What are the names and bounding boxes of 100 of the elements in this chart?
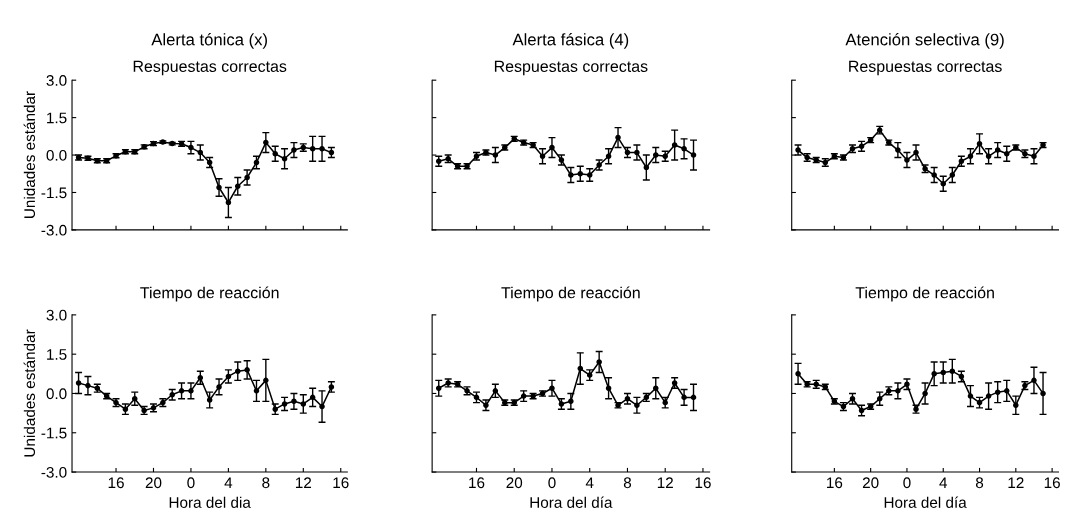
x-axis-title: Hora del día	[884, 496, 967, 508]
point	[263, 139, 269, 146]
y-axis-title: Unidades estándar	[23, 91, 36, 218]
point	[225, 373, 232, 380]
point	[244, 367, 250, 373]
point	[300, 401, 307, 407]
chart-title: Tiempo de reacción	[140, 286, 279, 302]
point	[1003, 151, 1010, 157]
point	[539, 153, 546, 160]
chart-title: Atención selectiva (9)	[845, 33, 1004, 49]
point	[1040, 390, 1046, 397]
point	[253, 388, 260, 394]
point	[940, 369, 947, 376]
point	[895, 388, 901, 394]
y-tick-label: -3.0	[41, 466, 67, 478]
point	[577, 365, 584, 372]
point	[309, 146, 316, 152]
point	[197, 374, 204, 381]
y-tick-label: 1.5	[47, 112, 67, 124]
point	[1013, 402, 1019, 409]
point	[178, 388, 185, 394]
point	[876, 395, 883, 402]
y-tick-label: 3.0	[46, 75, 67, 86]
point	[1031, 377, 1037, 384]
point	[994, 147, 1001, 153]
point	[605, 153, 612, 160]
point	[681, 394, 687, 401]
point	[492, 388, 499, 394]
point	[940, 180, 947, 187]
point	[949, 172, 956, 178]
x-tick-label: 4	[224, 477, 233, 488]
point	[291, 398, 297, 405]
point	[435, 385, 442, 392]
x-axis-title: Hora del dia	[169, 496, 251, 508]
x-tick-label: 16	[333, 477, 349, 489]
point	[492, 152, 499, 158]
y-tick-label: -1.5	[41, 427, 67, 439]
point	[615, 134, 621, 141]
point	[281, 156, 288, 162]
point	[931, 172, 937, 178]
point	[549, 144, 555, 151]
point	[913, 149, 919, 156]
point	[234, 183, 241, 190]
y-tick-label: -1.5	[41, 187, 67, 199]
point	[319, 403, 325, 410]
point	[568, 398, 574, 405]
chart-subtitle: Respuestas correctas	[494, 60, 648, 76]
x-tick-label: 16	[1044, 477, 1060, 489]
point	[976, 141, 983, 147]
point	[1031, 153, 1037, 160]
chart-title: Tiempo de reacción	[501, 286, 640, 302]
x-tick-label: 20	[506, 477, 523, 489]
chart-subtitle: Respuestas correctas	[849, 60, 1002, 76]
x-tick-label: 12	[657, 477, 673, 488]
x-tick-label: 0	[903, 477, 911, 489]
point	[188, 388, 194, 394]
y-tick-label: 0.0	[46, 149, 67, 161]
point	[291, 147, 297, 153]
point	[586, 172, 593, 178]
chart-subtitle: Respuestas correctas	[133, 60, 287, 76]
point	[216, 184, 222, 191]
point	[681, 146, 687, 152]
point	[690, 394, 697, 401]
x-tick-label: 8	[975, 477, 984, 489]
point	[234, 368, 241, 374]
point	[904, 157, 910, 163]
x-tick-label: 8	[262, 477, 270, 489]
point	[652, 385, 659, 392]
point	[263, 377, 269, 384]
point	[634, 149, 640, 156]
point	[895, 147, 901, 153]
x-tick-label: 16	[695, 477, 711, 489]
x-tick-label: 20	[862, 477, 879, 489]
point	[131, 395, 138, 402]
point	[586, 372, 593, 378]
point	[967, 153, 974, 160]
point	[671, 142, 678, 148]
y-axis-title: Unidades estándar	[23, 329, 36, 457]
point	[577, 170, 584, 177]
point	[985, 153, 992, 160]
point	[188, 144, 194, 151]
point	[272, 406, 278, 412]
x-tick-label: 12	[1008, 477, 1024, 488]
point	[994, 389, 1001, 395]
point	[549, 385, 555, 392]
x-tick-label: 16	[827, 477, 843, 489]
point	[949, 368, 956, 374]
chart-title: Alerta tónica (x)	[151, 33, 267, 49]
point	[967, 393, 974, 399]
chart-title: Alerta fásica (4)	[512, 33, 629, 49]
x-tick-label: 8	[623, 477, 632, 489]
point	[75, 380, 82, 386]
point	[281, 401, 288, 407]
point	[652, 152, 659, 158]
point	[568, 172, 574, 178]
point	[197, 149, 204, 156]
x-axis-title: Hora del día	[530, 496, 613, 508]
point	[931, 371, 937, 377]
point	[272, 151, 278, 157]
point	[985, 393, 992, 399]
